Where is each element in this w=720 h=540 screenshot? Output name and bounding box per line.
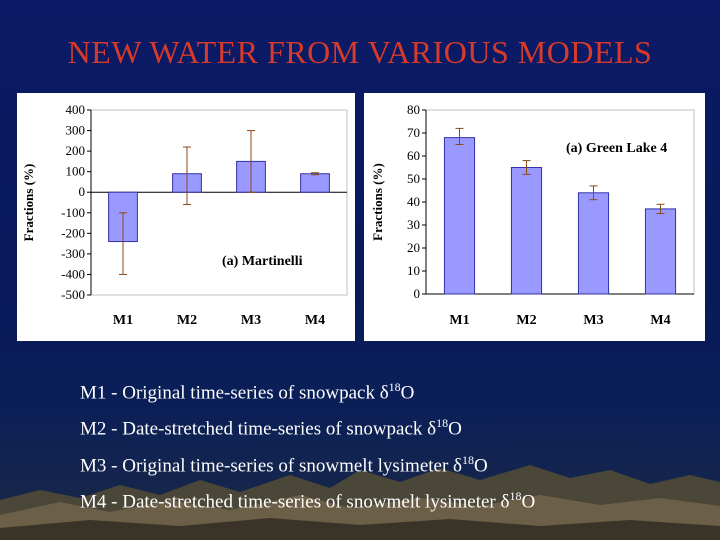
chart1-ytick-label: 20 — [407, 240, 420, 255]
mountain-backdrop — [0, 465, 720, 540]
chart0-ytick-label: -500 — [61, 287, 85, 302]
chart1-annotation: (a) Green Lake 4 — [566, 141, 667, 156]
chart0-ytick-label: 200 — [66, 143, 86, 158]
caption-m1: M1 - Original time-series of snowpack δ1… — [80, 380, 415, 404]
chart0-ylabel: Fractions (%) — [21, 164, 36, 242]
chart0-xtick-label-M3: M3 — [241, 313, 261, 328]
chart1-ytick-label: 0 — [414, 286, 421, 301]
chart1-xtick-label-M3: M3 — [583, 313, 603, 328]
chart0-ytick-label: 100 — [66, 164, 86, 179]
chart0-bar-M4 — [300, 173, 330, 193]
chart-green-lake-svg: 80 70 60 50 40 30 20 10 0 Fractions (%) M1 M2 M3 M4 (a… — [370, 102, 695, 328]
chart1-ytick-label: 10 — [407, 263, 420, 278]
chart0-annotation: (a) Martinelli — [222, 254, 303, 269]
chart1-bar-M1 — [443, 137, 476, 295]
chart1-bar-M4 — [644, 208, 677, 295]
page-title: NEW WATER FROM VARIOUS MODELS — [67, 34, 653, 70]
chart1-ytick-label: 70 — [407, 125, 420, 140]
chart1-ytick-label: 30 — [407, 217, 420, 232]
chart0-ytick-label: 0 — [79, 184, 86, 199]
chart1-bar-M2 — [510, 167, 543, 295]
model-captions: M1 - Original time-series of snowpack δ1… — [80, 372, 535, 517]
chart1-ytick-label: 80 — [407, 102, 420, 117]
chart0-xtick-label-M4: M4 — [305, 313, 325, 328]
caption-m3: M3 - Original time-series of snowmelt ly… — [80, 452, 488, 476]
chart1-ytick-label: 50 — [407, 171, 420, 186]
chart0-xtick-label-M2: M2 — [177, 313, 197, 328]
chart1-xtick-label-M4: M4 — [650, 313, 670, 328]
chart-martinelli-svg: 400 300 200 100 0 -100 -200 -300 -400 -500 Fractio… — [21, 102, 348, 328]
chart1-bar-M3 — [577, 192, 610, 295]
chart0-ytick-label: 400 — [66, 102, 86, 117]
chart1-xtick-label-M1: M1 — [449, 313, 469, 328]
caption-m4: M4 - Date-stretched time-series of snowm… — [80, 488, 536, 513]
chart0-ytick-label: 300 — [66, 123, 86, 138]
chart0-xtick-label-M1: M1 — [113, 313, 133, 328]
chart1-ytick-label: 40 — [407, 194, 420, 209]
caption-m2: M2 - Date-stretched time-series of snowp… — [80, 416, 462, 440]
chart0-ytick-label: -400 — [61, 266, 85, 281]
chart0-ytick-label: -100 — [61, 205, 85, 220]
chart-green-lake: 80 70 60 50 40 30 20 10 0 Fractions (%) M1 M2 M3 M4 (a… — [364, 93, 705, 341]
chart0-ytick-label: -200 — [61, 225, 85, 240]
chart1-ytick-label: 60 — [407, 148, 420, 163]
chart0-ytick-label: -300 — [61, 246, 85, 261]
chart1-xtick-label-M2: M2 — [516, 313, 536, 328]
chart1-ylabel: Fractions (%) — [370, 163, 385, 241]
chart-martinelli: 400 300 200 100 0 -100 -200 -300 -400 -500 Fractio… — [17, 93, 355, 341]
